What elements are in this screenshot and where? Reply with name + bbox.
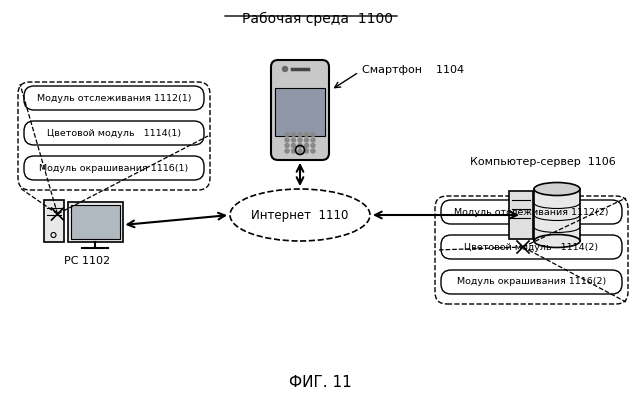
- FancyBboxPatch shape: [534, 189, 580, 241]
- Text: Модуль отслеживания 1112(2): Модуль отслеживания 1112(2): [454, 208, 609, 216]
- Text: Интернет  1110: Интернет 1110: [252, 208, 349, 222]
- FancyBboxPatch shape: [271, 60, 329, 160]
- Text: Модуль отслеживания 1112(1): Модуль отслеживания 1112(1): [36, 94, 191, 103]
- Ellipse shape: [534, 183, 580, 196]
- FancyBboxPatch shape: [70, 205, 120, 239]
- Circle shape: [311, 138, 315, 142]
- FancyBboxPatch shape: [24, 86, 204, 110]
- FancyBboxPatch shape: [441, 270, 622, 294]
- Ellipse shape: [534, 234, 580, 248]
- Ellipse shape: [230, 189, 370, 241]
- Circle shape: [291, 149, 296, 153]
- Circle shape: [305, 133, 308, 136]
- Circle shape: [311, 143, 315, 147]
- Circle shape: [291, 143, 296, 147]
- FancyBboxPatch shape: [441, 235, 622, 259]
- Circle shape: [305, 143, 308, 147]
- Circle shape: [298, 138, 302, 142]
- Circle shape: [285, 149, 289, 153]
- Circle shape: [298, 143, 302, 147]
- Text: Смартфон    1104: Смартфон 1104: [362, 65, 464, 75]
- FancyBboxPatch shape: [44, 200, 63, 242]
- FancyBboxPatch shape: [441, 200, 622, 224]
- FancyBboxPatch shape: [24, 156, 204, 180]
- Text: ФИГ. 11: ФИГ. 11: [289, 375, 351, 390]
- Circle shape: [291, 138, 296, 142]
- Circle shape: [311, 149, 315, 153]
- Text: Рабочая среда  1100: Рабочая среда 1100: [243, 12, 394, 26]
- Circle shape: [285, 138, 289, 142]
- Circle shape: [305, 138, 308, 142]
- Text: Модуль окрашивания 1116(1): Модуль окрашивания 1116(1): [40, 164, 189, 173]
- Circle shape: [311, 133, 315, 136]
- FancyBboxPatch shape: [275, 88, 325, 136]
- Circle shape: [285, 143, 289, 147]
- FancyBboxPatch shape: [24, 121, 204, 145]
- Circle shape: [285, 133, 289, 136]
- FancyBboxPatch shape: [435, 196, 628, 304]
- Circle shape: [282, 66, 287, 72]
- Circle shape: [298, 149, 302, 153]
- FancyBboxPatch shape: [18, 82, 210, 190]
- FancyBboxPatch shape: [509, 191, 533, 239]
- Text: РС 1102: РС 1102: [64, 256, 110, 266]
- Text: Модуль окрашивания 1116(2): Модуль окрашивания 1116(2): [457, 278, 606, 286]
- Text: Компьютер-сервер  1106: Компьютер-сервер 1106: [470, 157, 616, 167]
- Circle shape: [291, 133, 296, 136]
- Circle shape: [298, 133, 302, 136]
- FancyBboxPatch shape: [67, 202, 122, 242]
- Circle shape: [305, 149, 308, 153]
- Text: Цветовой модуль   1114(2): Цветовой модуль 1114(2): [465, 243, 598, 251]
- Text: Цветовой модуль   1114(1): Цветовой модуль 1114(1): [47, 129, 181, 138]
